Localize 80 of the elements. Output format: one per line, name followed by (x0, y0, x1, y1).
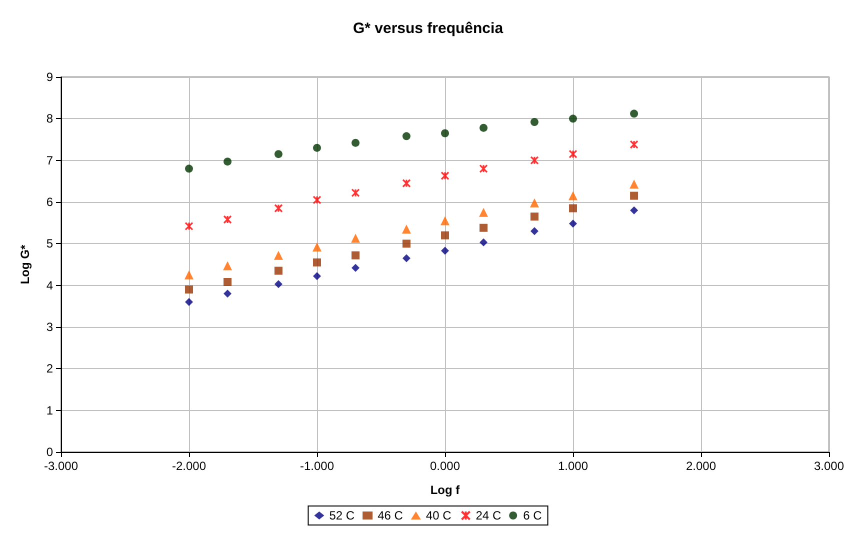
point (274, 280, 282, 288)
point (530, 212, 538, 221)
x-tick-label: 0.000 (430, 459, 460, 473)
point (224, 158, 232, 166)
point (352, 138, 360, 147)
legend-label: 40 C (426, 508, 452, 522)
point (530, 156, 539, 165)
chart-title: G* versus frequência (352, 20, 504, 37)
point (630, 110, 638, 118)
point (630, 140, 638, 149)
point (402, 254, 410, 262)
point (224, 290, 232, 298)
y-tick-label: 4 (46, 278, 54, 292)
point (479, 208, 488, 217)
point (402, 178, 411, 188)
point (313, 258, 321, 266)
legend-label: 6 C (523, 508, 542, 522)
y-tick-label: 9 (46, 70, 54, 84)
point (530, 118, 538, 126)
point (274, 266, 282, 275)
point (352, 251, 360, 260)
legend-label: 46 C (378, 508, 404, 522)
point (568, 150, 578, 158)
y-tick-label: 5 (46, 236, 54, 251)
point (274, 150, 282, 158)
point (312, 196, 322, 204)
point (440, 216, 450, 226)
point (351, 234, 360, 243)
y-tick-label: 2 (46, 362, 54, 376)
point (568, 191, 578, 200)
point (223, 261, 232, 270)
point (530, 227, 538, 236)
point (224, 278, 232, 286)
point (630, 206, 638, 214)
point (184, 270, 194, 280)
point (185, 286, 193, 294)
point (441, 246, 449, 255)
point (480, 224, 488, 232)
y-tick-label: 3 (46, 320, 54, 334)
point (185, 164, 193, 173)
y-tick-label: 6 (46, 195, 54, 209)
point (402, 224, 411, 234)
point (312, 242, 322, 252)
point (530, 198, 539, 208)
point (185, 298, 193, 306)
point (479, 164, 488, 173)
point (441, 231, 449, 240)
point (630, 192, 638, 200)
y-tick-label: 0 (46, 445, 54, 459)
legend-label: 52 C (329, 508, 355, 522)
point (440, 171, 450, 180)
point (223, 215, 232, 224)
point (313, 144, 321, 152)
x-tick-label: 1.000 (558, 459, 588, 473)
point (630, 180, 639, 189)
point (274, 250, 283, 260)
point (480, 124, 488, 132)
y-axis-title: Log G* (18, 244, 32, 284)
x-axis-title: Log f (430, 483, 461, 497)
point (569, 220, 577, 228)
point (313, 272, 321, 280)
x-tick-label: 2.000 (686, 459, 716, 473)
y-tick-label: 7 (46, 153, 54, 168)
x-tick-label: -3.000 (44, 459, 78, 473)
x-tick-label: -1.000 (300, 459, 334, 473)
point (569, 204, 577, 212)
point (184, 222, 194, 230)
point (352, 264, 360, 272)
point (402, 132, 410, 140)
point (441, 129, 449, 138)
x-tick-label: -2.000 (172, 459, 206, 473)
point (274, 204, 283, 213)
point (402, 240, 410, 248)
y-tick-label: 8 (46, 112, 54, 126)
y-tick-label: 1 (46, 403, 54, 418)
point (569, 114, 577, 123)
point (480, 238, 488, 246)
x-tick-label: 3.000 (814, 459, 844, 473)
point (351, 188, 360, 198)
legend-label: 24 C (476, 508, 502, 522)
